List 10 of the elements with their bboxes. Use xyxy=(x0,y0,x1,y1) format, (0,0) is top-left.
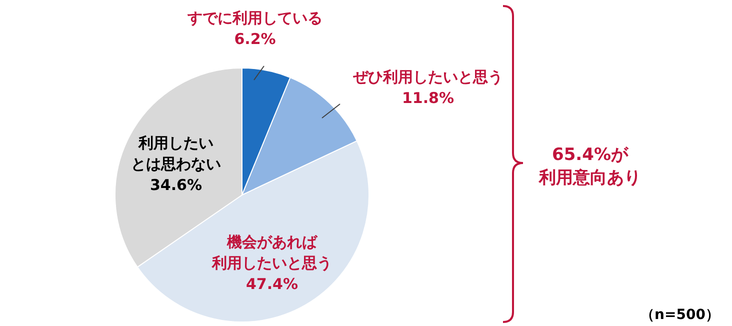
data-label: 34.6% xyxy=(150,176,202,194)
data-label: 6.2% xyxy=(234,30,276,48)
data-label: 47.4% xyxy=(246,275,298,293)
slice-label: 機会があれば利用したいと思う xyxy=(211,233,332,272)
data-label: 11.8% xyxy=(402,89,454,107)
slice-label: ぜひ利用したいと思う xyxy=(352,68,503,86)
text: 65.4%が利用意向あり xyxy=(538,145,641,188)
slice-label: すでに利用している xyxy=(186,9,322,27)
slice-label: 利用したいとは思わない xyxy=(131,134,221,173)
text: （n=500） xyxy=(640,307,720,323)
